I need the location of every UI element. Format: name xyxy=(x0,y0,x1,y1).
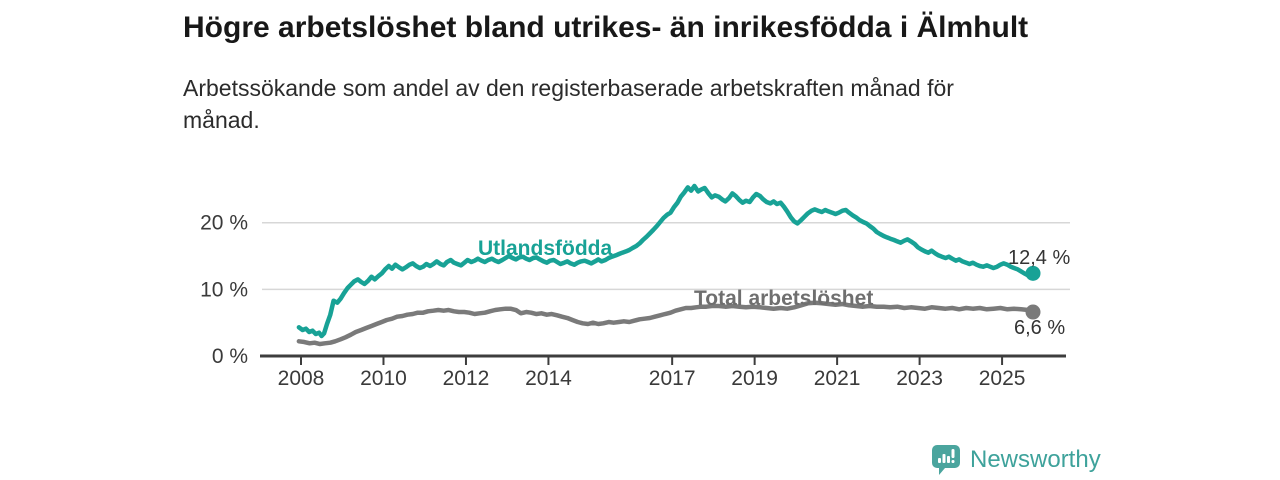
line-series-1 xyxy=(296,300,1036,347)
end-value-label-total: 6,6 % xyxy=(1014,317,1066,339)
newsworthy-logo-icon xyxy=(932,445,960,475)
line-series-0 xyxy=(296,183,1036,339)
series-label-total-arbetsloshet: Total arbetslöshet xyxy=(694,287,874,310)
x-tick-label-2019: 2019 xyxy=(731,367,778,390)
chart-title: Högre arbetslöshet bland utrikes- än inr… xyxy=(183,11,1029,44)
y-tick-label-0: 0 % xyxy=(212,345,248,368)
y-tick-label-20: 20 % xyxy=(200,212,248,235)
x-tick-label-2008: 2008 xyxy=(278,367,325,390)
end-dot-series-0 xyxy=(1025,265,1041,281)
x-tick-label-2012: 2012 xyxy=(443,367,490,390)
end-dot-series-1 xyxy=(1025,304,1041,320)
x-tick-label-2025: 2025 xyxy=(979,367,1026,390)
x-tick-label-2014: 2014 xyxy=(525,367,572,390)
y-tick-label-10: 10 % xyxy=(200,278,248,301)
series-label-utlandsfodda: Utlandsfödda xyxy=(478,237,613,260)
x-tick-label-2010: 2010 xyxy=(360,367,407,390)
chart-subtitle: Arbetssökande som andel av den registerb… xyxy=(183,75,954,133)
brand-name: Newsworthy xyxy=(970,446,1101,473)
brand-footer: Newsworthy xyxy=(931,444,1101,476)
x-tick-label-2023: 2023 xyxy=(896,367,943,390)
x-tick-label-2017: 2017 xyxy=(649,367,696,390)
end-value-label-utlandsfodda: 12,4 % xyxy=(1008,247,1071,269)
x-tick-label-2021: 2021 xyxy=(814,367,861,390)
